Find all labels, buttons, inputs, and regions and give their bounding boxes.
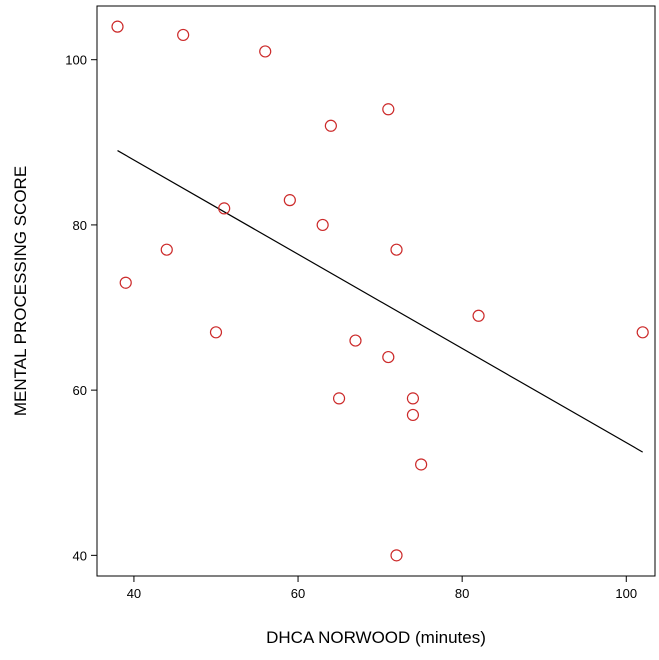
data-point [406,408,420,422]
data-point [390,549,403,562]
data-point [111,20,124,33]
data-point [415,458,428,471]
data-point [382,350,395,364]
data-point [209,326,223,339]
data-point [472,309,485,322]
data-point [636,326,649,339]
x-axis: 40 60 80 100 [127,576,637,601]
x-tick-label: 80 [455,586,469,601]
x-axis-title: DHCA NORWOOD (minutes) [266,628,486,647]
data-point [177,28,190,42]
y-axis-title: MENTAL PROCESSING SCORE [11,166,30,416]
data-point [390,243,403,256]
data-point [160,243,173,256]
y-tick-label: 40 [73,548,87,563]
regression-line [117,150,643,453]
data-point [316,218,329,232]
y-tick-label: 100 [65,53,87,68]
data-point [382,103,395,116]
data-point [349,334,362,347]
data-point [406,392,420,405]
data-point [324,119,337,132]
data-point [283,194,296,207]
y-tick-label: 60 [73,383,87,398]
y-tick-label: 80 [73,218,87,233]
x-tick-label: 60 [291,586,305,601]
x-tick-label: 100 [615,586,637,601]
plot-area [96,5,656,577]
data-points [111,20,649,562]
data-point [259,45,272,58]
data-point [119,276,132,289]
data-point [218,202,231,215]
data-point [332,392,346,405]
x-tick-label: 40 [127,586,141,601]
y-axis: 40 60 80 100 [65,53,97,563]
